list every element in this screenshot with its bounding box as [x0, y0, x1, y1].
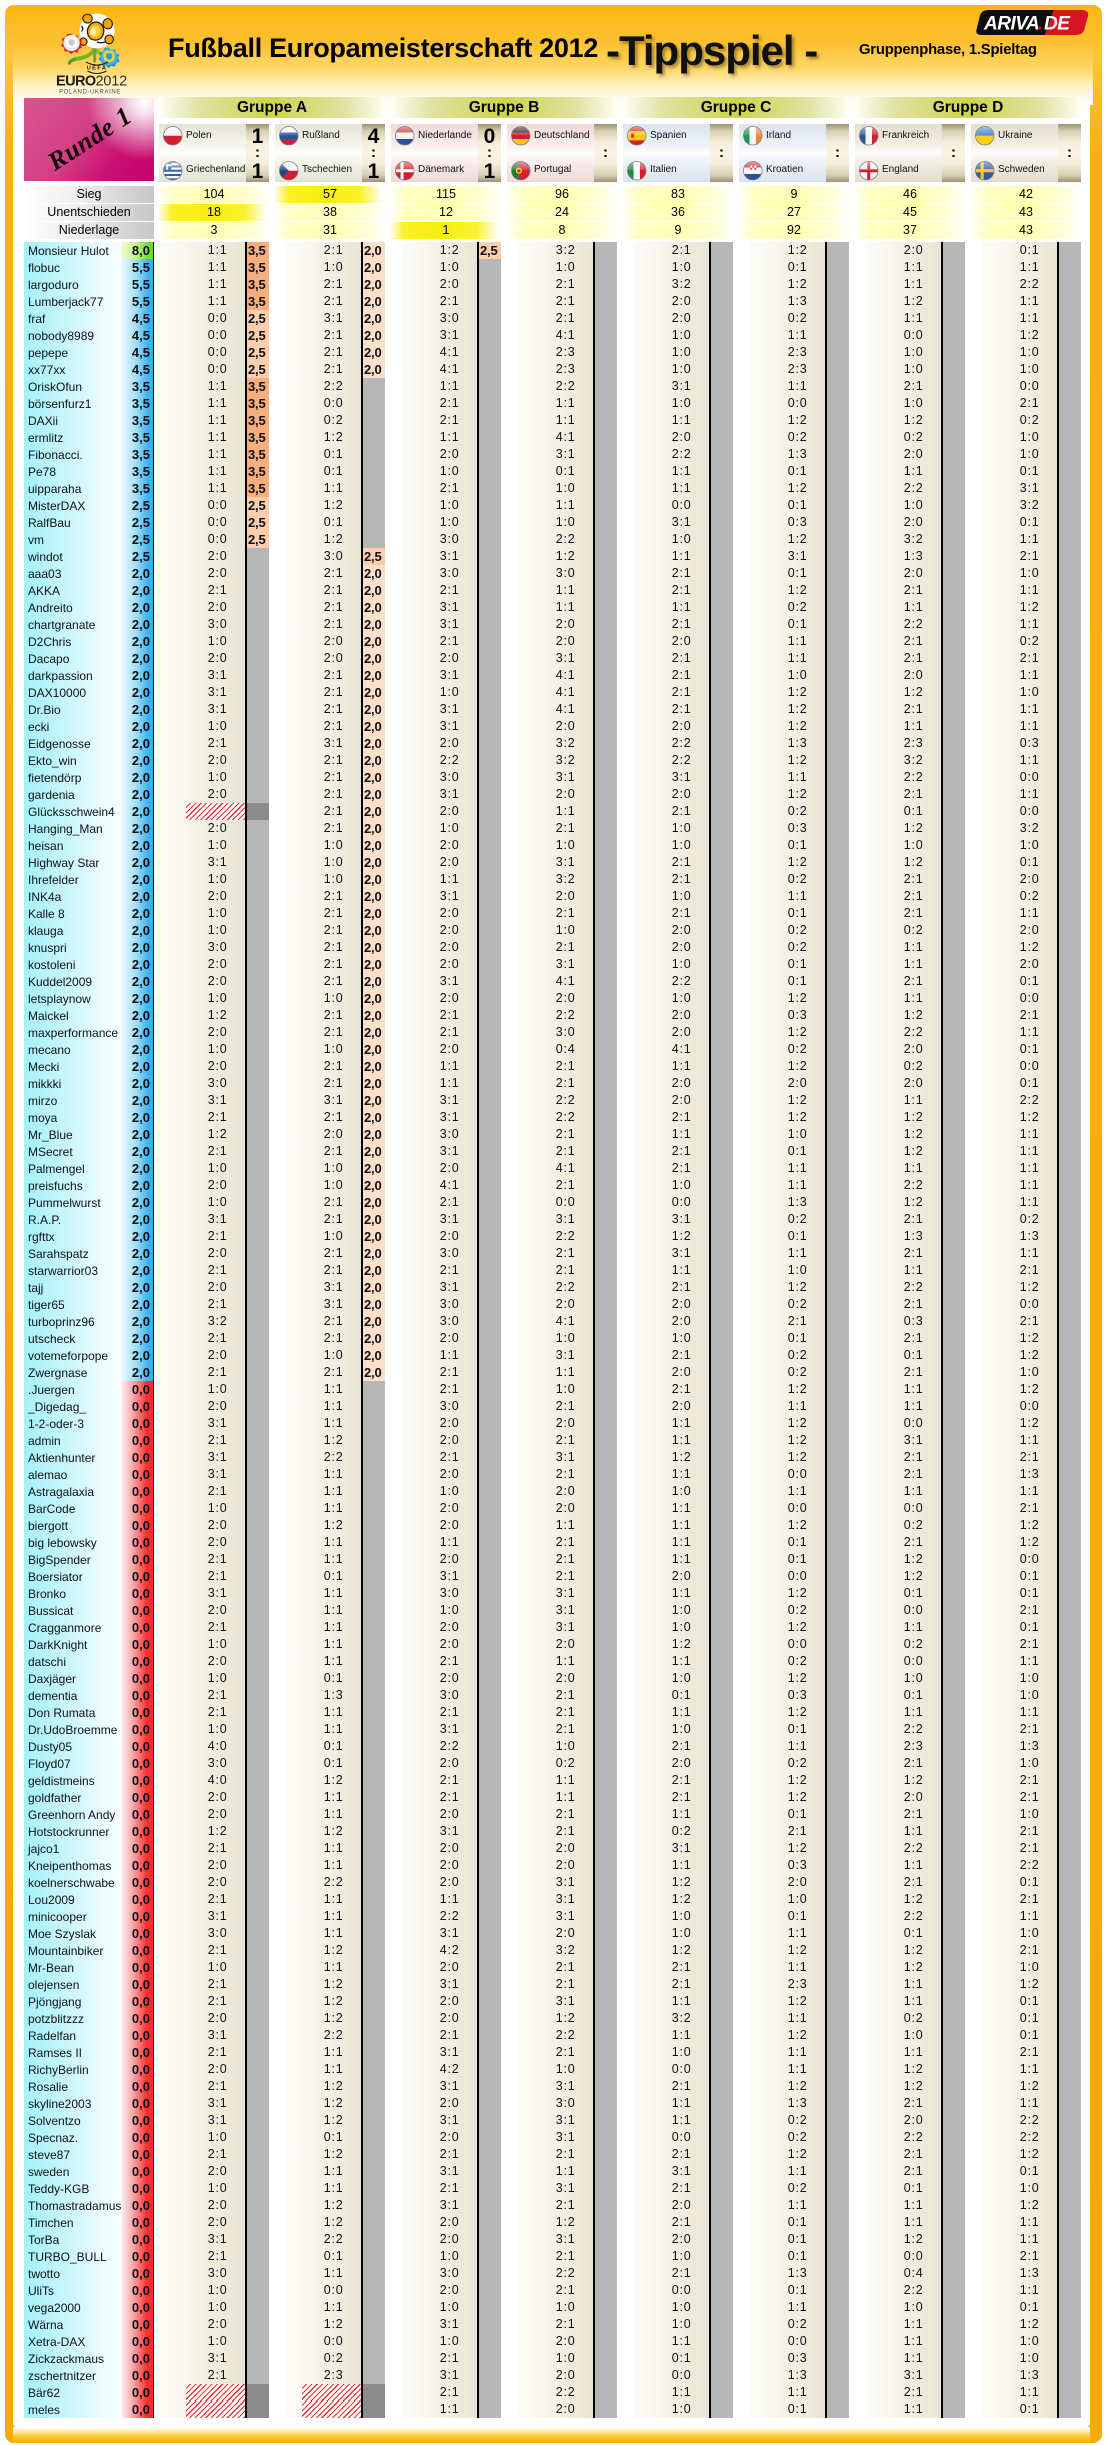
svg-text:.: .	[1038, 14, 1043, 35]
svg-text:EURO2012: EURO2012	[56, 74, 127, 90]
svg-text:POLAND-UKRAINE: POLAND-UKRAINE	[59, 90, 121, 96]
svg-text:ARIVA: ARIVA	[983, 14, 1039, 35]
svg-text:UEFA: UEFA	[87, 66, 108, 72]
svg-text:DE: DE	[1044, 14, 1071, 35]
